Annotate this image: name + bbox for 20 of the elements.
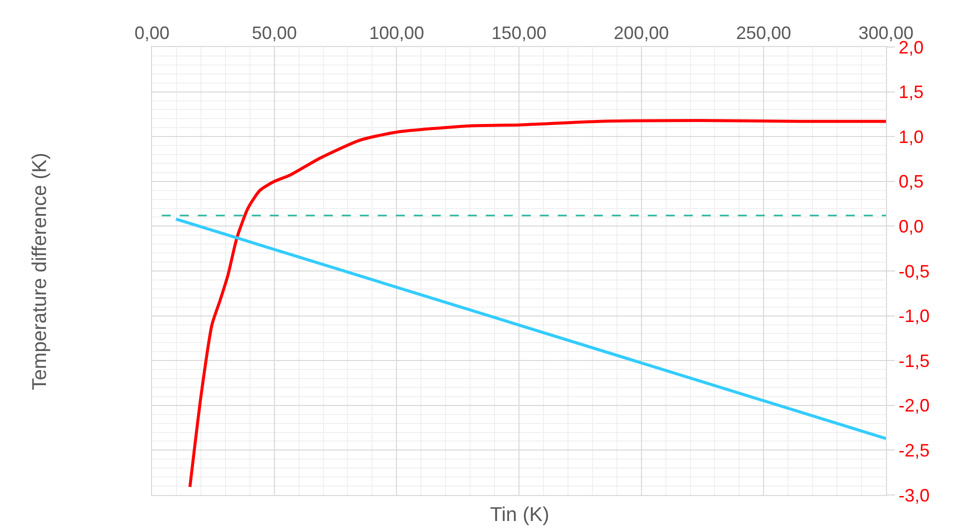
x-tick-label: 100,00 [369, 22, 424, 43]
x-tick-label: 300,00 [858, 22, 914, 43]
x-tick-label: 200,00 [614, 22, 669, 43]
y-axis-title: Temperature difference (K) [29, 152, 52, 390]
y-tick-label: -2,0 [898, 396, 930, 416]
y-tick-label: -1,5 [898, 350, 930, 371]
line-series [188, 118, 886, 488]
x-tick-label: 0,00 [134, 22, 170, 43]
x-tick-label: 250,00 [736, 22, 792, 43]
y-tick-label: -0,5 [898, 261, 930, 282]
y-tick-label: -1,0 [898, 306, 930, 326]
y-tick-label: -3,0 [898, 485, 930, 506]
y-tick-label: -2,5 [898, 440, 930, 460]
x-axis-title: Tin (K) [490, 504, 550, 526]
x-tick-label: 50,00 [252, 22, 297, 43]
x-tick-label: 150,00 [491, 22, 547, 43]
y-tick-label: 1,5 [898, 82, 924, 102]
y-tick-label: 1,0 [898, 126, 924, 147]
y-tick-label: 0,5 [898, 172, 924, 192]
y-tick-label: 0,0 [898, 216, 924, 236]
